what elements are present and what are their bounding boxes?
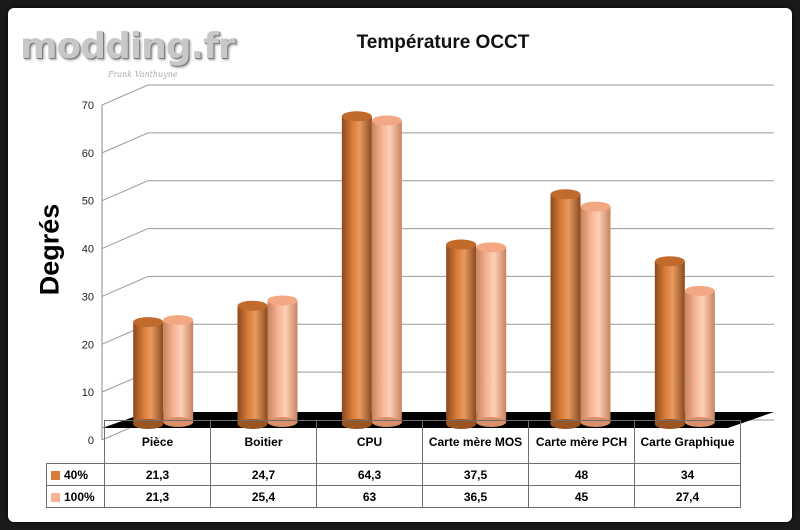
bar-40-5 (654, 256, 685, 429)
bar-cap (163, 315, 194, 326)
bar-cap (446, 239, 477, 250)
gridline-depth (101, 180, 149, 202)
table-header-row: Pièce Boitier CPU Carte mère MOS Carte m… (47, 420, 741, 464)
bar-cap (341, 111, 372, 122)
bar-cap (476, 242, 507, 253)
data-table: Pièce Boitier CPU Carte mère MOS Carte m… (46, 420, 741, 508)
value-cell: 45 (528, 485, 635, 508)
value-cell: 21,3 (104, 485, 211, 508)
bar-100-2 (371, 115, 402, 427)
bar-chart: 0 10 20 30 40 50 60 70 (82, 84, 774, 447)
series-name: 40% (64, 467, 89, 482)
legend-swatch-100 (51, 492, 60, 502)
bar-body (133, 322, 164, 424)
value-cell: 25,4 (210, 485, 317, 508)
y-tick-label: 10 (82, 387, 94, 399)
value-cell: 27,4 (634, 485, 741, 508)
y-tick-label: 50 (82, 196, 94, 208)
gridline-depth (101, 228, 149, 250)
bar-body (341, 116, 372, 425)
y-tick-label: 60 (82, 148, 94, 160)
series-label-cell: 40% (46, 463, 105, 486)
chart-title: Température OCCT (356, 32, 530, 53)
site-logo: modding.fr Frank Vanthuyne (20, 26, 236, 86)
bar-cap (237, 300, 268, 311)
bar-body (580, 206, 611, 422)
table-row: 40% 21,3 24,7 64,3 37,5 48 34 (46, 463, 741, 486)
bar-40-1 (237, 300, 268, 429)
bar-100-3 (476, 242, 507, 427)
bar-cap (550, 189, 581, 200)
series-label-cell: 100% (46, 485, 105, 508)
bar-100-4 (580, 201, 611, 427)
value-cell: 63 (316, 485, 423, 508)
y-tick-label: 30 (82, 291, 94, 303)
series-name: 100% (64, 489, 95, 504)
bar-40-3 (446, 239, 477, 429)
y-tick-label: 0 (88, 435, 94, 447)
bar-body (684, 290, 715, 422)
value-cell: 21,3 (104, 463, 211, 486)
category-cell: Carte Graphique (634, 420, 741, 464)
bar-body (550, 194, 581, 424)
bar-cap (580, 201, 611, 212)
y-tick-label: 70 (82, 100, 94, 112)
category-cell: Boitier (210, 420, 317, 464)
bar-100-1 (267, 295, 298, 427)
bar-body (371, 120, 402, 422)
legend-swatch-40 (51, 470, 60, 480)
category-cell: Carte mère MOS (422, 420, 529, 464)
logo-text: modding.fr (20, 26, 236, 67)
bar-body (163, 320, 194, 422)
bar-100-5 (684, 285, 715, 427)
table-corner (47, 421, 105, 464)
gridline-depth (101, 132, 149, 154)
bar-cap (684, 285, 715, 296)
bar-cap (133, 317, 164, 328)
bar-40-0 (133, 317, 164, 429)
table-row: 100% 21,3 25,4 63 36,5 45 27,4 (46, 485, 741, 508)
y-tick-label: 20 (82, 339, 94, 351)
bar-body (654, 261, 685, 424)
bar-body (237, 305, 268, 424)
bar-100-0 (163, 315, 194, 427)
bar-cap (371, 115, 402, 126)
logo-signature: Frank Vanthuyne (108, 70, 178, 79)
y-tick-label: 40 (82, 244, 94, 256)
category-cell: Pièce (104, 420, 211, 464)
value-cell: 34 (634, 463, 741, 486)
chart-panel: modding.fr Frank Vanthuyne Température O… (8, 8, 792, 522)
bar-body (267, 300, 298, 422)
bar-40-2 (341, 111, 372, 429)
value-cell: 64,3 (316, 463, 423, 486)
bar-body (446, 244, 477, 424)
bar-cap (267, 295, 298, 306)
bar-cap (654, 256, 685, 267)
value-cell: 37,5 (422, 463, 529, 486)
value-cell: 24,7 (210, 463, 317, 486)
gridline-depth (101, 84, 149, 106)
category-cell: Carte mère PCH (528, 420, 635, 464)
bar-body (476, 247, 507, 422)
value-cell: 36,5 (422, 485, 529, 508)
bar-40-4 (550, 189, 581, 429)
category-cell: CPU (316, 420, 423, 464)
value-cell: 48 (528, 463, 635, 486)
gridline-depth (101, 275, 149, 297)
